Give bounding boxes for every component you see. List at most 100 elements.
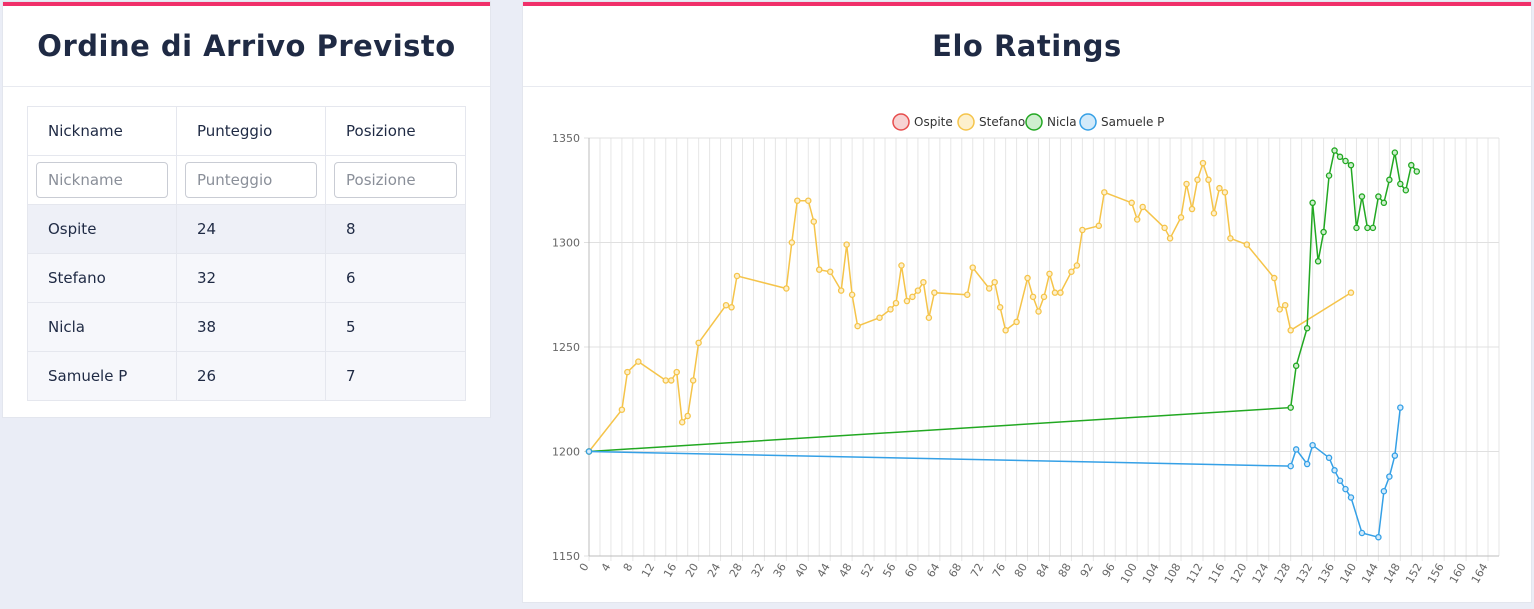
column-header-score[interactable]: Punteggio xyxy=(176,106,326,156)
data-point xyxy=(1347,289,1355,296)
legend-item[interactable]: Ospite xyxy=(892,113,953,131)
data-point xyxy=(903,297,911,305)
nickname-cell: Ospite xyxy=(27,204,177,254)
data-point xyxy=(914,287,922,294)
data-point xyxy=(1391,149,1399,156)
y-tick-label: 1300 xyxy=(552,237,580,250)
table-row[interactable]: Samuele P 26 7 xyxy=(27,351,466,401)
data-point xyxy=(783,285,790,292)
data-point xyxy=(1216,184,1223,192)
data-point xyxy=(854,322,861,330)
filter-row xyxy=(27,155,466,205)
data-point xyxy=(667,377,675,384)
data-point xyxy=(1331,147,1338,154)
legend-item[interactable]: Stefano xyxy=(957,113,1025,131)
data-point xyxy=(1243,241,1251,248)
table-row[interactable]: Ospite 24 8 xyxy=(27,204,466,254)
nickname-filter-input[interactable] xyxy=(36,162,168,198)
series-line-samuele-p xyxy=(588,407,1402,539)
data-point xyxy=(1046,270,1053,278)
legend-item[interactable]: Samuele P xyxy=(1079,113,1164,131)
data-point xyxy=(1353,224,1360,232)
data-point xyxy=(1287,462,1294,470)
x-tick-label: 148 xyxy=(1381,561,1403,586)
data-point xyxy=(1397,404,1404,411)
data-point xyxy=(678,418,686,426)
data-point xyxy=(876,314,883,321)
data-point xyxy=(1287,327,1294,334)
chart-grid xyxy=(584,137,1500,561)
score-cell: 24 xyxy=(176,204,326,254)
data-point xyxy=(1408,161,1415,169)
data-point xyxy=(1210,209,1218,217)
position-cell: 8 xyxy=(325,204,466,254)
data-point xyxy=(1227,235,1234,242)
elo-ratings-chart: 0 4 8 12 16 20 24 28 32 36 40 44 48 52 56 60 64 68 72 76 80 8… xyxy=(552,113,1500,586)
data-point xyxy=(1221,189,1229,196)
data-point xyxy=(898,262,905,269)
arrival-order-title: Ordine di Arrivo Previsto xyxy=(3,6,490,87)
x-tick-label: 60 xyxy=(902,561,920,580)
table-row[interactable]: Nicla 38 5 xyxy=(27,302,466,352)
data-point xyxy=(985,285,993,292)
nickname-cell: Samuele P xyxy=(27,351,177,401)
data-point xyxy=(1386,176,1393,184)
data-point xyxy=(1270,274,1278,282)
x-tick-label: 104 xyxy=(1140,561,1162,586)
x-tick-label: 52 xyxy=(858,561,876,580)
chart-legend[interactable]: Ospite Stefano Nicla Samuele P xyxy=(892,113,1164,131)
data-point xyxy=(848,291,856,298)
legend-label: Nicla xyxy=(1047,115,1077,129)
score-filter-input[interactable] xyxy=(185,162,317,198)
data-point xyxy=(1035,308,1042,315)
data-point xyxy=(1188,205,1196,213)
data-point xyxy=(1342,157,1349,165)
position-filter-input[interactable] xyxy=(334,162,457,198)
data-point xyxy=(1276,306,1283,313)
data-point xyxy=(1024,274,1031,282)
data-point xyxy=(1051,289,1059,296)
data-point xyxy=(925,314,933,321)
legend-label: Ospite xyxy=(914,115,953,129)
data-point xyxy=(1303,324,1311,332)
nickname-cell: Stefano xyxy=(27,253,177,303)
data-point xyxy=(843,241,850,248)
x-tick-label: 120 xyxy=(1228,561,1250,586)
table-row[interactable]: Stefano 32 6 xyxy=(27,253,466,303)
x-tick-label: 136 xyxy=(1315,561,1337,586)
data-point xyxy=(1002,327,1009,334)
legend-swatch-icon xyxy=(957,113,975,131)
table-header-row: Nickname Punteggio Posizione xyxy=(27,106,466,156)
legend-label: Stefano xyxy=(979,115,1025,129)
filter-cell-score xyxy=(176,155,326,205)
legend-swatch-icon xyxy=(892,113,910,131)
data-point xyxy=(810,218,818,225)
data-point xyxy=(1040,293,1048,301)
score-cell: 32 xyxy=(176,253,326,303)
data-point xyxy=(815,266,823,273)
legend-label: Samuele P xyxy=(1101,115,1164,129)
data-point xyxy=(1342,485,1349,493)
column-header-nickname[interactable]: Nickname xyxy=(27,106,177,156)
y-tick-label: 1150 xyxy=(552,550,580,563)
data-point xyxy=(1068,268,1075,276)
legend-item[interactable]: Nicla xyxy=(1025,113,1077,131)
nickname-cell: Nicla xyxy=(27,302,177,352)
x-tick-label: 100 xyxy=(1118,561,1140,586)
data-point xyxy=(689,377,697,384)
column-header-position[interactable]: Posizione xyxy=(325,106,466,156)
data-point xyxy=(1079,226,1086,234)
x-tick-label: 88 xyxy=(1056,561,1074,580)
x-tick-label: 116 xyxy=(1206,561,1228,586)
data-point xyxy=(1336,477,1344,485)
data-point xyxy=(1358,193,1366,200)
y-tick-label: 1350 xyxy=(552,132,580,145)
x-tick-label: 48 xyxy=(836,561,854,580)
data-point xyxy=(805,197,812,204)
data-point xyxy=(991,278,998,286)
data-point xyxy=(1369,224,1377,232)
data-point xyxy=(1386,473,1393,480)
data-point xyxy=(1281,301,1289,309)
data-point xyxy=(1199,159,1207,167)
x-tick-label: 72 xyxy=(968,561,986,580)
